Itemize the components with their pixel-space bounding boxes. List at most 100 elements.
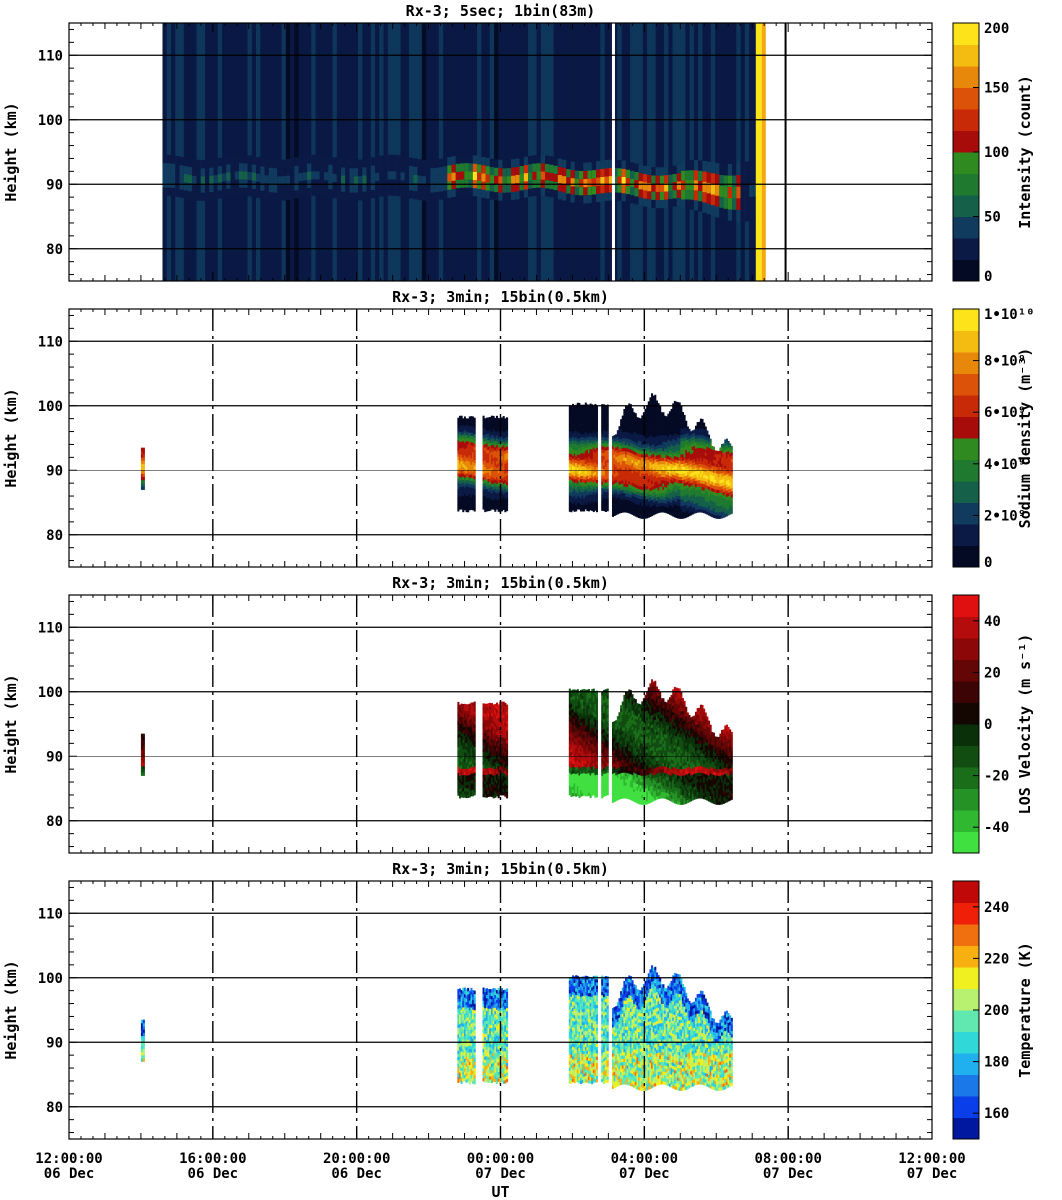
data-cell xyxy=(642,437,645,442)
data-cell xyxy=(467,447,470,452)
data-cell xyxy=(698,473,701,478)
intensity-cell xyxy=(485,182,491,191)
data-cell xyxy=(633,509,636,513)
data-cell xyxy=(618,497,621,501)
data-cell xyxy=(664,480,667,484)
data-cell xyxy=(649,448,652,453)
data-cell xyxy=(575,494,578,499)
data-cell xyxy=(460,473,463,478)
data-cell xyxy=(504,453,507,458)
data-cell xyxy=(690,453,693,458)
data-cell xyxy=(620,461,623,465)
colorbar-label: Sodium density (m⁻³) xyxy=(1016,348,1034,529)
intensity-cell xyxy=(345,183,351,193)
data-cell xyxy=(586,497,589,502)
data-cell xyxy=(708,486,711,490)
data-cell xyxy=(500,494,504,499)
data-cell xyxy=(500,481,504,486)
data-cell xyxy=(576,422,579,426)
data-cell xyxy=(716,466,719,471)
data-cell xyxy=(589,406,592,411)
data-cell xyxy=(644,511,647,516)
data-cell xyxy=(592,447,595,451)
data-cell xyxy=(660,425,663,429)
data-cell xyxy=(644,447,647,452)
data-cell xyxy=(485,495,488,499)
data-cell xyxy=(462,463,465,468)
data-cell xyxy=(502,499,505,504)
intensity-column xyxy=(604,23,610,281)
intensity-cell xyxy=(200,176,206,185)
data-cell xyxy=(580,453,583,457)
data-cell xyxy=(504,424,507,429)
data-cell xyxy=(659,412,662,416)
data-cell xyxy=(489,423,492,427)
data-cell xyxy=(581,411,584,415)
data-cell xyxy=(494,427,497,432)
data-cell xyxy=(484,460,487,464)
data-cell xyxy=(595,421,598,426)
data-cell xyxy=(636,446,639,450)
data-cell xyxy=(595,453,598,458)
data-cell xyxy=(680,508,683,513)
data-cell xyxy=(492,454,495,459)
intensity-cell xyxy=(710,162,716,174)
colorbar-swatch xyxy=(953,309,979,331)
data-cell xyxy=(636,513,639,518)
data-cell xyxy=(631,453,634,457)
data-cell xyxy=(717,489,720,494)
data-cell xyxy=(575,462,578,467)
data-cell xyxy=(489,452,492,456)
data-cell xyxy=(698,499,701,503)
data-cell xyxy=(680,512,683,516)
data-cell xyxy=(506,439,509,444)
data-cell xyxy=(587,478,590,483)
intensity-cell xyxy=(234,187,240,196)
data-cell xyxy=(572,458,575,463)
panel-title: Rx-3; 3min; 15bin(0.5km) xyxy=(392,288,609,306)
data-cell xyxy=(623,415,626,419)
data-cell xyxy=(716,457,719,461)
data-cell xyxy=(583,459,586,464)
data-cell xyxy=(686,478,689,482)
intensity-cell xyxy=(723,197,729,209)
data-cell xyxy=(694,428,698,433)
data-cell xyxy=(140,467,144,471)
intensity-cell xyxy=(353,159,359,169)
intensity-cell xyxy=(196,184,202,193)
data-cell xyxy=(712,466,715,470)
data-cell xyxy=(621,483,624,487)
data-cell xyxy=(647,407,650,412)
data-cell xyxy=(724,445,727,450)
data-cell xyxy=(699,428,702,432)
intensity-cell xyxy=(489,158,495,168)
data-cell xyxy=(693,503,696,508)
data-cell xyxy=(575,424,578,428)
data-cell xyxy=(601,481,604,486)
data-cell xyxy=(606,430,609,434)
data-cell xyxy=(494,488,497,493)
intensity-cell xyxy=(409,157,414,166)
intensity-cell xyxy=(685,189,691,200)
data-cell xyxy=(628,416,631,420)
data-cell xyxy=(633,415,636,420)
data-cell xyxy=(701,454,704,458)
data-cell xyxy=(462,431,465,435)
data-cell xyxy=(634,419,637,424)
data-cell xyxy=(716,486,719,490)
data-cell xyxy=(580,475,583,480)
intensity-cell xyxy=(234,171,240,180)
data-cell xyxy=(706,482,709,486)
data-cell xyxy=(615,460,618,464)
data-cell xyxy=(633,476,636,481)
data-cell xyxy=(686,449,689,453)
data-cell xyxy=(729,472,732,476)
data-cell xyxy=(473,482,476,486)
data-cell xyxy=(495,464,499,468)
data-cell xyxy=(487,449,490,454)
data-cell xyxy=(703,458,706,462)
data-cell xyxy=(460,425,463,429)
data-cell xyxy=(629,413,632,418)
data-cell xyxy=(647,417,650,421)
data-cell xyxy=(568,408,571,412)
